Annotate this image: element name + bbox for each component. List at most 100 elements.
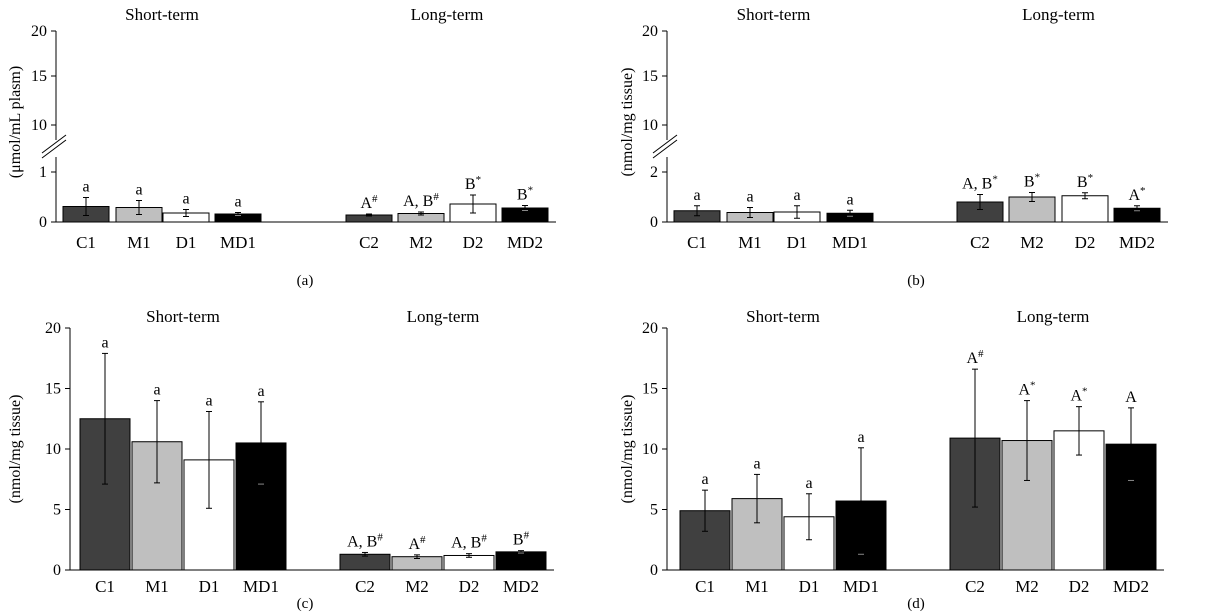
panel-label: (d) [907, 596, 925, 612]
y-tick-label: 15 [642, 381, 658, 398]
significance-label: A* [1018, 380, 1035, 399]
x-tick-label: C2 [965, 577, 985, 596]
significance-label: a [857, 429, 864, 446]
y-tick-label: 10 [642, 117, 658, 134]
significance-label: A, B# [347, 531, 383, 550]
x-tick-label: M2 [405, 577, 429, 596]
y-axis-label: (μmol/mL plasm) [7, 66, 24, 178]
chart-panel-c: 0 5 10 15 20 (nmol/mg tissue) Short-term Long-t… [7, 307, 554, 612]
group-title-long-term: Long-term [407, 307, 480, 326]
x-tick-label: D2 [463, 233, 484, 252]
y-tick-label: 0 [39, 214, 47, 231]
chart-panel-a: 0 1 10 15 20 (μmol/mL plasm) Short-term Long-te… [7, 5, 556, 289]
y-tick-label: 0 [53, 562, 61, 579]
x-tick-label: MD1 [220, 233, 256, 252]
panel-label: (c) [297, 596, 314, 612]
x-tick-label: D1 [799, 577, 820, 596]
group-title-short-term: Short-term [746, 307, 820, 326]
significance-label: a [805, 475, 812, 492]
x-tick-label: MD2 [1119, 233, 1155, 252]
significance-label: a [234, 194, 241, 211]
group-title-long-term: Long-term [411, 5, 484, 24]
significance-label: A# [360, 193, 378, 212]
x-tick-label: C2 [359, 233, 379, 252]
significance-label: a [746, 189, 753, 206]
panel-label: (b) [907, 273, 925, 289]
y-tick-label: 1 [39, 164, 47, 181]
y-tick-label: 20 [31, 23, 47, 40]
significance-label: B# [513, 530, 530, 549]
group-title-short-term: Short-term [146, 307, 220, 326]
significance-label: A, B# [451, 533, 487, 552]
y-tick-label: 15 [31, 68, 47, 85]
x-tick-label: MD1 [832, 233, 868, 252]
x-tick-label: MD1 [243, 577, 279, 596]
y-tick-label: 10 [45, 441, 61, 458]
x-tick-label: C2 [355, 577, 375, 596]
x-tick-label: D2 [459, 577, 480, 596]
x-tick-label: M1 [127, 233, 151, 252]
x-tick-label: MD2 [1113, 577, 1149, 596]
bar-d2 [1061, 195, 1109, 223]
x-tick-label: MD2 [507, 233, 543, 252]
significance-label: a [101, 334, 108, 351]
x-tick-label: D1 [199, 577, 220, 596]
y-tick-label: 0 [650, 562, 658, 579]
chart-panel-d: 0 5 10 15 20 (nmol/mg tissue) Short-term Long-t… [619, 307, 1164, 612]
significance-label: a [257, 383, 264, 400]
axis-break-mark [41, 139, 67, 159]
y-tick-label: 20 [45, 320, 61, 337]
significance-label: a [205, 392, 212, 409]
significance-label: A, B# [403, 191, 439, 210]
bar-md2 [495, 551, 547, 571]
x-tick-label: C1 [95, 577, 115, 596]
x-tick-label: C1 [687, 233, 707, 252]
significance-label: B* [1024, 172, 1040, 191]
x-tick-label: M1 [145, 577, 169, 596]
x-tick-label: MD1 [843, 577, 879, 596]
group-title-long-term: Long-term [1017, 307, 1090, 326]
x-tick-label: M2 [1020, 233, 1044, 252]
y-tick-label: 10 [642, 441, 658, 458]
x-tick-label: D2 [1075, 233, 1096, 252]
significance-label: a [753, 455, 760, 472]
group-title-short-term: Short-term [737, 5, 811, 24]
x-tick-label: D1 [176, 233, 197, 252]
x-tick-label: D1 [787, 233, 808, 252]
axis-break-mark [652, 139, 678, 159]
group-title-long-term: Long-term [1022, 5, 1095, 24]
x-tick-label: M2 [1015, 577, 1039, 596]
x-tick-label: M1 [745, 577, 769, 596]
group-title-short-term: Short-term [125, 5, 199, 24]
significance-label: B* [465, 174, 481, 193]
panel-label: (a) [297, 273, 314, 289]
axis-break-mark [41, 134, 67, 154]
x-tick-label: D2 [1069, 577, 1090, 596]
significance-label: a [153, 382, 160, 399]
significance-label: a [82, 179, 89, 196]
y-tick-label: 20 [642, 320, 658, 337]
y-tick-label: 5 [53, 502, 61, 519]
y-tick-label: 0 [650, 214, 658, 231]
significance-label: A, B* [962, 174, 998, 193]
significance-label: a [693, 187, 700, 204]
significance-label: B* [1077, 172, 1093, 191]
y-axis-label: (nmol/mg tissue) [7, 395, 24, 504]
x-tick-label: C1 [76, 233, 96, 252]
significance-label: a [793, 187, 800, 204]
x-tick-label: M2 [409, 233, 433, 252]
significance-label: a [135, 182, 142, 199]
chart-panel-b: 0 2 10 15 20 (nmol/mg tissue) Short-term Long-t… [619, 5, 1168, 289]
y-tick-label: 2 [650, 164, 658, 181]
y-tick-label: 15 [642, 68, 658, 85]
significance-label: B* [517, 185, 533, 204]
significance-label: a [182, 191, 189, 208]
significance-label: a [701, 471, 708, 488]
y-tick-label: 5 [650, 502, 658, 519]
y-tick-label: 20 [642, 23, 658, 40]
significance-label: A* [1128, 185, 1145, 204]
significance-label: a [846, 191, 853, 208]
x-tick-label: C2 [970, 233, 990, 252]
significance-label: A# [966, 348, 984, 367]
